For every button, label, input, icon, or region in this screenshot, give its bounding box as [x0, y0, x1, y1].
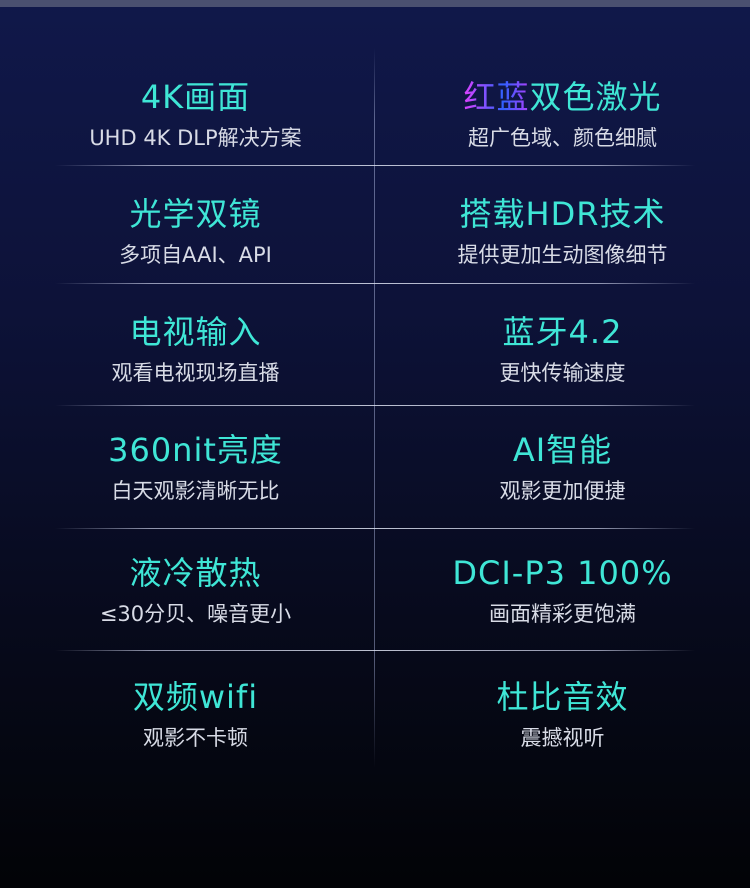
top-edge	[0, 0, 750, 7]
feature-subtitle: 多项自AAI、API	[119, 243, 272, 267]
feature-title: 液冷散热	[129, 554, 262, 592]
row-divider	[55, 528, 695, 529]
feature-subtitle: 更快传输速度	[499, 361, 626, 385]
row-divider	[55, 405, 695, 406]
feature-title: 杜比音效	[496, 678, 629, 716]
feature-subtitle: 画面精彩更饱满	[489, 602, 636, 626]
feature-title: 光学双镜	[129, 195, 262, 233]
feature-subtitle: 震撼视听	[520, 726, 605, 750]
feature-title-highlight: 红蓝	[463, 78, 530, 116]
feature-color-gamut: DCI-P3 100% 画面精彩更饱满	[375, 553, 750, 629]
column-divider	[374, 48, 375, 768]
feature-ai: AI智能 观影更加便捷	[375, 430, 750, 506]
feature-dolby: 杜比音效 震撼视听	[375, 677, 750, 753]
feature-subtitle: 观看电视现场直播	[111, 361, 280, 385]
feature-title: 蓝牙4.2	[502, 313, 623, 351]
feature-wifi: 双频wifi 观影不卡顿	[8, 677, 383, 753]
feature-cooling: 液冷散热 ≤30分贝、噪音更小	[8, 553, 383, 629]
feature-subtitle: 提供更加生动图像细节	[457, 243, 668, 267]
feature-subtitle: ≤30分贝、噪音更小	[99, 602, 292, 626]
feature-subtitle: 观影更加便捷	[499, 479, 626, 503]
row-divider	[55, 283, 695, 284]
feature-4k: 4K画面 UHD 4K DLP解决方案	[8, 77, 383, 153]
feature-subtitle: 白天观影清晰无比	[111, 479, 280, 503]
feature-subtitle: 超广色域、颜色细腻	[468, 126, 657, 150]
feature-hdr: 搭载HDR技术 提供更加生动图像细节	[375, 194, 750, 270]
feature-optics: 光学双镜 多项自AAI、API	[8, 194, 383, 270]
feature-title: 4K画面	[140, 78, 251, 116]
row-divider	[55, 165, 695, 166]
feature-brightness: 360nit亮度 白天观影清晰无比	[8, 430, 383, 506]
feature-title: 双频wifi	[132, 678, 259, 716]
feature-title: 电视输入	[129, 313, 262, 351]
feature-bluetooth: 蓝牙4.2 更快传输速度	[375, 312, 750, 388]
row-divider	[55, 650, 695, 651]
feature-title: 360nit亮度	[108, 431, 283, 469]
feature-subtitle: UHD 4K DLP解决方案	[89, 126, 302, 150]
feature-laser: 红蓝双色激光 超广色域、颜色细腻	[375, 77, 750, 153]
feature-tv-input: 电视输入 观看电视现场直播	[8, 312, 383, 388]
feature-title: AI智能	[512, 431, 613, 469]
feature-title: 双色激光	[529, 78, 662, 116]
feature-title: 搭载HDR技术	[459, 195, 666, 233]
feature-title: DCI-P3 100%	[452, 554, 673, 592]
feature-subtitle: 观影不卡顿	[143, 726, 248, 750]
